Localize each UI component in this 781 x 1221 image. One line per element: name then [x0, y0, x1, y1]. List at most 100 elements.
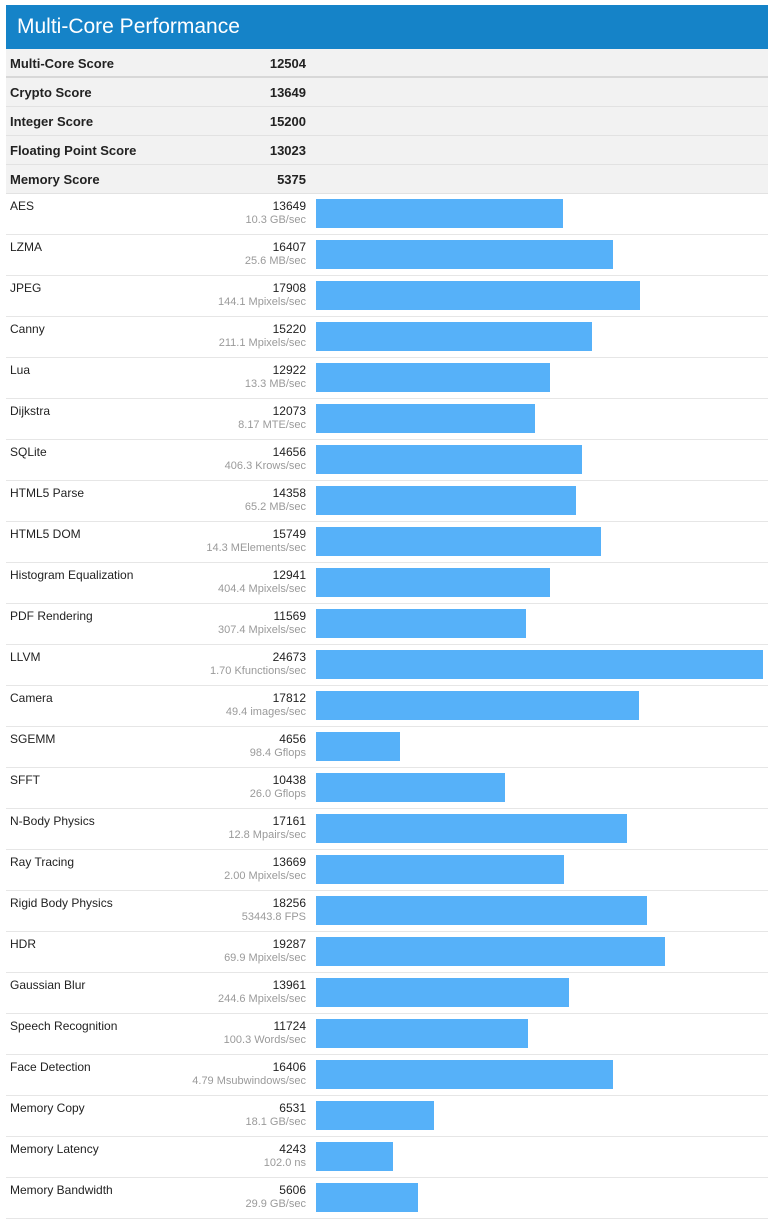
benchmark-row: Rigid Body Physics 18256 53443.8 FPS [6, 891, 768, 932]
summary-value: 5375 [277, 172, 306, 187]
benchmark-score: 17161 [272, 814, 306, 828]
benchmark-bar [316, 568, 550, 597]
benchmark-name: Camera [10, 691, 53, 705]
benchmark-row: Memory Copy 6531 18.1 GB/sec [6, 1096, 768, 1137]
benchmark-row: SGEMM 4656 98.4 Gflops [6, 727, 768, 768]
benchmark-rate: 69.9 Mpixels/sec [224, 952, 306, 964]
benchmark-score: 11724 [273, 1019, 306, 1033]
benchmark-row: Memory Bandwidth 5606 29.9 GB/sec [6, 1178, 768, 1219]
summary-row-integer: Integer Score 15200 [6, 107, 768, 136]
benchmark-row: Dijkstra 12073 8.17 MTE/sec [6, 399, 768, 440]
chart-panel: Multi-Core Performance Multi-Core Score … [6, 5, 768, 1219]
benchmark-rate: 26.0 Gflops [249, 788, 306, 800]
benchmark-row: SQLite 14656 406.3 Krows/sec [6, 440, 768, 481]
benchmark-row: SFFT 10438 26.0 Gflops [6, 768, 768, 809]
benchmark-rate: 25.6 MB/sec [244, 255, 306, 267]
summary-label: Floating Point Score [10, 143, 137, 158]
benchmark-rate: 29.9 GB/sec [245, 1198, 306, 1210]
benchmark-score: 6531 [279, 1101, 306, 1115]
benchmark-bar [316, 691, 639, 720]
summary-row-floating-point: Floating Point Score 13023 [6, 136, 768, 165]
benchmark-score: 15749 [272, 527, 306, 541]
benchmark-bar [316, 773, 505, 802]
benchmark-score: 18256 [272, 896, 306, 910]
benchmark-rate: 65.2 MB/sec [244, 501, 306, 513]
benchmark-bar [316, 199, 563, 228]
benchmark-name: Canny [10, 322, 45, 336]
benchmark-name: Ray Tracing [10, 855, 75, 869]
benchmark-row: Canny 15220 211.1 Mpixels/sec [6, 317, 768, 358]
benchmark-name: Face Detection [10, 1060, 91, 1074]
benchmark-score: 14358 [272, 486, 306, 500]
benchmark-row: Memory Latency 4243 102.0 ns [6, 1137, 768, 1178]
benchmark-rate: 307.4 Mpixels/sec [217, 624, 306, 636]
benchmark-name: Lua [10, 363, 31, 377]
benchmark-bar [316, 1101, 434, 1130]
benchmark-score: 12073 [272, 404, 306, 418]
benchmark-bar [316, 240, 613, 269]
benchmark-name: Histogram Equalization [10, 568, 134, 582]
benchmark-rate: 4.79 Msubwindows/sec [192, 1075, 306, 1087]
benchmark-rate: 244.6 Mpixels/sec [217, 993, 306, 1005]
benchmark-row: Camera 17812 49.4 images/sec [6, 686, 768, 727]
benchmark-bar [316, 855, 564, 884]
benchmark-name: PDF Rendering [10, 609, 93, 623]
benchmark-score: 16407 [272, 240, 306, 254]
benchmark-score: 12922 [272, 363, 306, 377]
benchmark-score: 4243 [279, 1142, 306, 1156]
benchmark-bar [316, 937, 665, 966]
benchmark-bar [316, 281, 640, 310]
benchmark-name: Speech Recognition [10, 1019, 118, 1033]
benchmark-row: Gaussian Blur 13961 244.6 Mpixels/sec [6, 973, 768, 1014]
benchmark-score: 14656 [272, 445, 306, 459]
benchmark-row: HTML5 Parse 14358 65.2 MB/sec [6, 481, 768, 522]
summary-row-multi-core: Multi-Core Score 12504 [6, 49, 768, 78]
benchmark-name: Memory Latency [10, 1142, 99, 1156]
benchmark-score: 17908 [272, 281, 306, 295]
benchmark-score: 13961 [272, 978, 306, 992]
benchmark-row: HDR 19287 69.9 Mpixels/sec [6, 932, 768, 973]
benchmark-row: Ray Tracing 13669 2.00 Mpixels/sec [6, 850, 768, 891]
benchmark-rate: 211.1 Mpixels/sec [218, 337, 306, 349]
benchmark-rate: 404.4 Mpixels/sec [217, 583, 306, 595]
summary-value: 12504 [269, 56, 306, 71]
benchmark-row: Lua 12922 13.3 MB/sec [6, 358, 768, 399]
benchmark-bar [316, 363, 550, 392]
benchmark-bar [316, 814, 627, 843]
benchmark-row: LLVM 24673 1.70 Kfunctions/sec [6, 645, 768, 686]
benchmark-row: HTML5 DOM 15749 14.3 MElements/sec [6, 522, 768, 563]
benchmark-rate: 102.0 ns [263, 1157, 306, 1169]
benchmark-name: HTML5 DOM [10, 527, 81, 541]
benchmark-rate: 2.00 Mpixels/sec [224, 870, 306, 882]
summary-row-memory: Memory Score 5375 [6, 165, 768, 194]
benchmark-name: Gaussian Blur [10, 978, 86, 992]
benchmark-bar [316, 322, 592, 351]
benchmark-bar [316, 896, 647, 925]
benchmark-list: AES 13649 10.3 GB/sec LZMA 16407 25.6 MB/sec J… [6, 194, 768, 1219]
benchmark-name: AES [10, 199, 35, 213]
benchmark-score: 15220 [272, 322, 306, 336]
benchmark-row: Speech Recognition 11724 100.3 Words/sec [6, 1014, 768, 1055]
benchmark-bar [316, 1183, 418, 1212]
benchmark-bar [316, 1142, 393, 1171]
benchmark-rate: 49.4 images/sec [225, 706, 306, 718]
summary-label: Memory Score [10, 172, 100, 187]
summary-row-crypto: Crypto Score 13649 [6, 78, 768, 107]
benchmark-name: HTML5 Parse [10, 486, 85, 500]
benchmark-name: JPEG [10, 281, 42, 295]
summary-value: 13649 [269, 85, 306, 100]
benchmark-name: SGEMM [10, 732, 56, 746]
benchmark-name: N-Body Physics [10, 814, 95, 828]
benchmark-rate: 12.8 Mpairs/sec [228, 829, 306, 841]
benchmark-name: SFFT [10, 773, 40, 787]
benchmark-score: 4656 [279, 732, 306, 746]
benchmark-score: 24673 [272, 650, 306, 664]
benchmark-name: LZMA [10, 240, 43, 254]
benchmark-rate: 8.17 MTE/sec [238, 419, 306, 431]
benchmark-name: Memory Bandwidth [10, 1183, 113, 1197]
benchmark-name: Rigid Body Physics [10, 896, 113, 910]
benchmark-bar [316, 445, 582, 474]
benchmark-rate: 98.4 Gflops [249, 747, 306, 759]
benchmark-score: 11569 [273, 609, 306, 623]
benchmark-name: SQLite [10, 445, 47, 459]
